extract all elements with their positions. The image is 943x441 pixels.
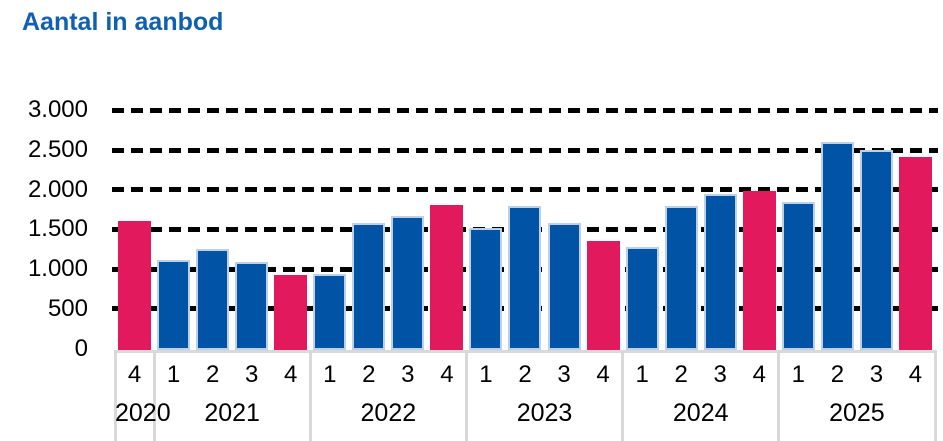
- bar-q3-index-7: [391, 215, 425, 350]
- y-axis-tick-label: 3.000: [27, 96, 88, 124]
- bar-q2-index-10: [508, 205, 542, 350]
- x-axis-year-label-2025: 2025: [829, 399, 885, 427]
- x-axis-quarter-label: 3: [869, 361, 884, 388]
- bar-q4-index-4: [274, 274, 308, 350]
- year-separator-line: [308, 350, 312, 441]
- y-axis-tick-label: 1.000: [27, 255, 88, 283]
- x-axis-quarter-label: 3: [244, 361, 259, 388]
- x-axis-year-label-2020: 2020: [115, 399, 171, 427]
- bar-q1-index-1: [157, 260, 191, 350]
- x-axis-quarter-label: 4: [284, 361, 298, 388]
- x-axis-year-label-2021: 2021: [204, 399, 260, 427]
- bar-q2-index-14: [664, 205, 698, 350]
- x-axis-quarter-label: 2: [518, 361, 532, 388]
- year-separator-line: [464, 350, 468, 441]
- x-axis-quarter-label: 2: [362, 361, 376, 388]
- gridline-2.000: [112, 187, 938, 193]
- x-axis-line: [115, 350, 935, 353]
- bar-q4-index-12: [586, 241, 620, 350]
- x-axis-quarter-label: 3: [713, 361, 727, 388]
- x-axis-quarter-label: 1: [166, 361, 181, 388]
- y-axis-tick-label: 0: [74, 334, 88, 362]
- bar-q2-index-6: [352, 223, 386, 350]
- x-axis-quarter-label: 4: [752, 361, 766, 388]
- bar-q1-index-9: [469, 227, 503, 350]
- x-axis-quarter-label: 1: [635, 361, 649, 388]
- bar-q4-index-0: [118, 221, 151, 350]
- x-axis-quarter-label: 1: [323, 361, 337, 388]
- bar-q3-index-15: [703, 193, 737, 350]
- bar-q4-index-16: [742, 191, 776, 350]
- bar-q1-index-13: [625, 246, 659, 350]
- x-axis-quarter-label: 4: [127, 361, 142, 388]
- year-separator-line: [777, 350, 781, 441]
- gridline-2.500: [112, 147, 938, 153]
- y-axis-tick-label: 1.500: [27, 215, 88, 243]
- bar-q2-index-18: [820, 142, 854, 350]
- year-separator-line: [621, 350, 625, 441]
- x-axis-quarter-label: 2: [830, 361, 845, 388]
- bar-q2-index-2: [196, 249, 230, 350]
- bar-q1-index-17: [781, 201, 815, 350]
- y-axis-tick-label: 500: [47, 294, 88, 322]
- x-axis-quarter-label: 2: [674, 361, 688, 388]
- bar-q1-index-5: [313, 273, 347, 350]
- x-axis-quarter-label: 3: [557, 361, 571, 388]
- year-separator-line: [152, 350, 156, 441]
- x-axis-quarter-label: 4: [908, 361, 923, 388]
- x-axis-quarter-label: 4: [440, 361, 454, 388]
- gridline-3.000: [112, 107, 938, 113]
- x-axis-year-label-2024: 2024: [672, 399, 729, 427]
- bar-q3-index-19: [859, 150, 893, 350]
- x-axis-quarter-label: 3: [401, 361, 415, 388]
- x-axis-quarter-label: 1: [479, 361, 493, 388]
- year-separator-line: [933, 350, 937, 441]
- x-axis-quarter-label: 1: [791, 361, 805, 388]
- bar-q4-index-20: [898, 157, 932, 350]
- y-axis-tick-label: 2.500: [27, 136, 88, 163]
- x-axis-year-label-2023: 2023: [516, 399, 573, 427]
- chart-title: Aantal in aanbod: [22, 8, 224, 36]
- year-separator-line: [113, 350, 117, 441]
- bar-q3-index-3: [235, 261, 269, 350]
- x-axis-quarter-label: 2: [205, 361, 220, 388]
- bar-q3-index-11: [547, 223, 581, 350]
- x-axis-year-label-2022: 2022: [360, 399, 417, 427]
- bar-q4-index-8: [430, 204, 464, 350]
- x-axis-quarter-label: 4: [596, 361, 610, 388]
- y-axis-tick-label: 2.000: [27, 175, 88, 203]
